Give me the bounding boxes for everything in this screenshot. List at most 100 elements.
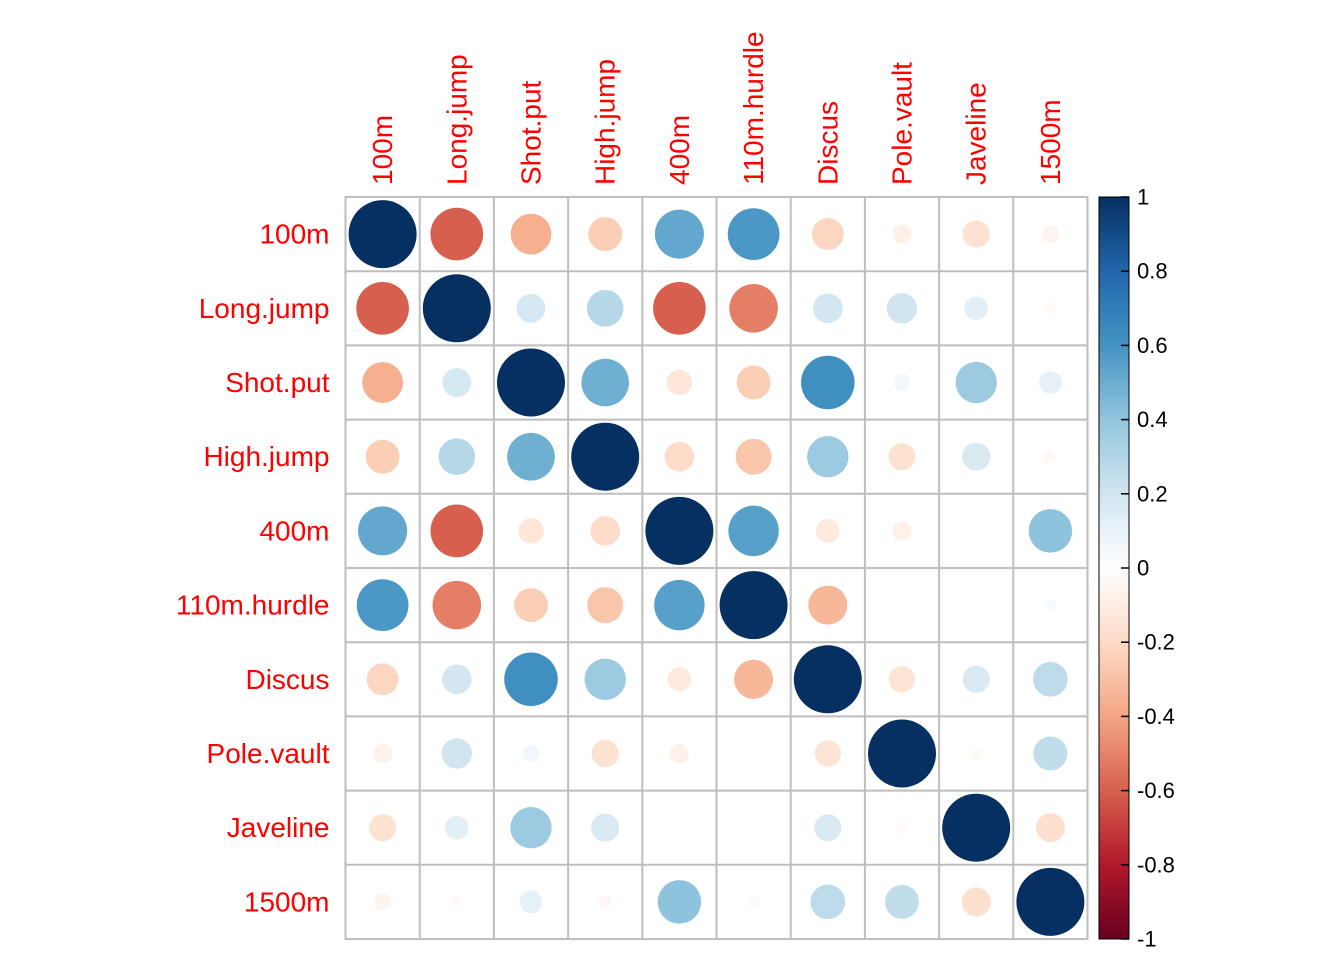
colorbar-tick-label: -0.4 (1137, 704, 1175, 729)
corr-circle-Javeline-High.jump (591, 813, 620, 842)
corr-circle-High.jump-100m (365, 439, 400, 474)
colorbar-tick-label: -0.2 (1137, 630, 1175, 655)
corr-circle-Shot.put-1500m (1039, 371, 1062, 394)
corr-circle-Javeline-Pole.vault (896, 821, 908, 834)
column-label: Pole.vault (887, 62, 918, 185)
corr-circle-Long.jump-Long.jump (422, 274, 491, 343)
corr-circle-Pole.vault-400m (669, 743, 690, 764)
corr-circle-Shot.put-Discus (801, 355, 855, 410)
corr-circle-1500m-400m (657, 880, 702, 924)
corr-circle-400m-Pole.vault (892, 521, 912, 541)
corr-circle-Discus-Pole.vault (888, 666, 916, 693)
corr-circle-110m.hurdle-Discus (808, 585, 848, 625)
column-label: Discus (812, 101, 843, 185)
corr-circle-Long.jump-110m.hurdle (729, 284, 778, 333)
corr-circle-Shot.put-Long.jump (442, 368, 472, 397)
corr-circle-1500m-High.jump (598, 895, 612, 909)
corr-circle-100m-1500m (1042, 225, 1059, 243)
corr-circle-Long.jump-1500m (1044, 302, 1057, 315)
corr-circle-400m-1500m (1028, 509, 1073, 553)
colorbar-tick-label: -0.8 (1137, 852, 1175, 877)
corr-circle-Javeline-Shot.put (510, 807, 552, 849)
column-label: High.jump (590, 59, 621, 185)
colorbar-tick-label: 0.8 (1137, 259, 1168, 284)
corr-circle-Pole.vault-Shot.put (522, 745, 540, 762)
row-label: Discus (245, 664, 329, 695)
corr-circle-Pole.vault-1500m (1033, 736, 1068, 771)
circle-layer (348, 200, 1085, 936)
column-label: Shot.put (516, 80, 547, 185)
corr-circle-Pole.vault-Long.jump (441, 738, 473, 769)
corr-circle-High.jump-Shot.put (507, 432, 555, 481)
corr-circle-1500m-Shot.put (519, 890, 543, 914)
corr-circle-Pole.vault-Pole.vault (868, 719, 936, 788)
corr-circle-Discus-Shot.put (504, 652, 558, 707)
corr-circle-Long.jump-100m (356, 281, 409, 335)
corr-circle-100m-Discus (811, 218, 844, 251)
row-label: High.jump (203, 441, 329, 472)
row-label: 1500m (244, 886, 330, 917)
corr-circle-110m.hurdle-400m (654, 579, 705, 631)
corr-circle-Javeline-Javeline (942, 793, 1011, 862)
row-label: Long.jump (199, 293, 330, 324)
corr-circle-100m-400m (654, 209, 704, 259)
row-label: Pole.vault (207, 738, 330, 769)
corr-circle-High.jump-Javeline (962, 442, 991, 471)
corr-circle-Long.jump-Discus (812, 293, 843, 324)
colorbar-tick-label: -0.6 (1137, 778, 1175, 803)
corr-circle-100m-Shot.put (510, 213, 552, 255)
corr-circle-1500m-100m (374, 893, 391, 911)
corr-circle-Discus-100m (366, 663, 399, 696)
corr-circle-Long.jump-Pole.vault (886, 293, 918, 324)
row-label: 400m (259, 515, 329, 546)
column-label: 100m (367, 115, 398, 185)
corr-circle-Javeline-Discus (814, 814, 842, 842)
corr-circle-Shot.put-Javeline (955, 361, 997, 404)
corr-circle-1500m-Javeline (961, 887, 991, 917)
row-label: 100m (259, 219, 329, 250)
corr-circle-100m-High.jump (588, 217, 623, 252)
colorbar-tick-label: 0.6 (1137, 333, 1168, 358)
corr-circle-High.jump-1500m (1043, 449, 1058, 464)
corr-circle-1500m-Discus (810, 884, 846, 920)
corr-circle-110m.hurdle-1500m (1044, 599, 1057, 611)
corr-circle-High.jump-400m (664, 441, 695, 472)
corr-circle-Long.jump-Javeline (964, 296, 988, 321)
column-label: Javeline (961, 82, 992, 185)
corr-circle-Long.jump-Shot.put (516, 293, 546, 323)
corr-circle-110m.hurdle-High.jump (587, 587, 624, 624)
corr-circle-110m.hurdle-110m.hurdle (719, 571, 788, 640)
corr-circle-Discus-Long.jump (441, 664, 472, 695)
row-label: Javeline (227, 812, 330, 843)
corr-circle-Javeline-1500m (1035, 813, 1065, 843)
corr-circle-110m.hurdle-Shot.put (514, 588, 548, 623)
colorbar-tick-label: 0.2 (1137, 481, 1168, 506)
colorbar: 1 0.8 0.6 0.4 0.2 0 -0.2 -0.4 -0.6 -0.8 -1 (1098, 185, 1175, 952)
corr-circle-Javeline-100m (369, 814, 397, 842)
colorbar-tick-label: 0.4 (1137, 407, 1168, 432)
corr-circle-Pole.vault-Javeline (970, 747, 983, 760)
corr-circle-100m-Pole.vault (892, 224, 912, 244)
column-label: Long.jump (441, 54, 472, 185)
corr-circle-100m-Javeline (962, 220, 990, 248)
corr-circle-100m-Long.jump (430, 207, 484, 261)
corr-circle-110m.hurdle-100m (356, 579, 409, 631)
corr-circle-Discus-High.jump (584, 658, 626, 700)
corr-circle-400m-High.jump (590, 516, 621, 546)
corr-circle-Long.jump-400m (653, 281, 706, 335)
corr-circle-Shot.put-100m (362, 362, 403, 403)
corr-circle-1500m-1500m (1016, 867, 1085, 936)
colorbar-tick-label: 0 (1137, 556, 1149, 581)
colorbar-tick-label: 1 (1137, 185, 1149, 210)
corr-circle-Shot.put-Pole.vault (893, 374, 911, 391)
row-label: Shot.put (225, 367, 330, 398)
corr-circle-Discus-Javeline (962, 665, 990, 693)
corr-circle-1500m-Pole.vault (885, 884, 919, 919)
corr-circle-Pole.vault-Discus (814, 740, 841, 767)
corr-circle-400m-Shot.put (518, 518, 544, 544)
grid-layer (344, 196, 1089, 940)
corr-circle-High.jump-High.jump (571, 422, 640, 491)
corr-circle-Shot.put-High.jump (581, 358, 629, 407)
